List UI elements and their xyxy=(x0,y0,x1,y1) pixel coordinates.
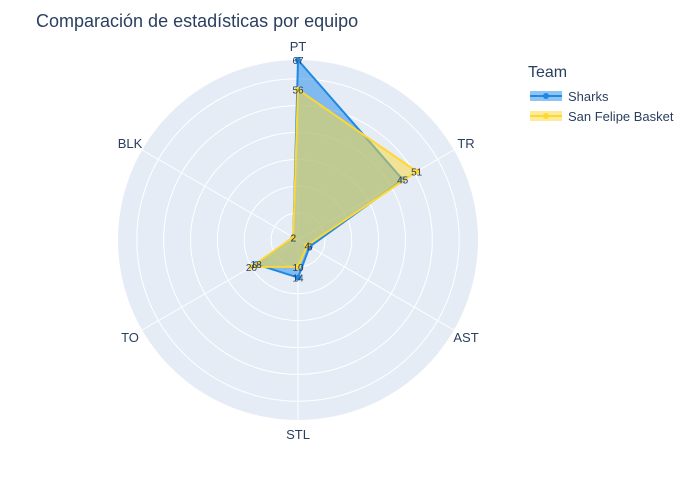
legend: Team Sharks San Felipe Basket xyxy=(528,64,674,126)
data-point-san-felipe-basket[interactable] xyxy=(413,168,420,175)
legend-swatch-sharks-icon xyxy=(530,91,562,101)
axis-label-pt: PT xyxy=(290,39,307,54)
data-label-sharks: 2 xyxy=(291,233,297,244)
data-label-sharks: 5 xyxy=(307,243,313,254)
data-point-san-felipe-basket[interactable] xyxy=(295,263,301,270)
grid-spoke xyxy=(141,149,299,241)
data-point-sharks[interactable] xyxy=(295,274,301,281)
data-point-san-felipe-basket[interactable] xyxy=(290,234,297,241)
legend-title: Team xyxy=(528,64,568,81)
axis-label-tr: TR xyxy=(457,136,474,151)
data-point-san-felipe-basket[interactable] xyxy=(295,86,301,93)
chart-title: Comparación de estadísticas por equipo xyxy=(36,11,359,31)
data-label-san-felipe-basket: 51 xyxy=(411,167,423,178)
legend-label-san-felipe: San Felipe Basket xyxy=(568,108,674,124)
axis-label-blk: BLK xyxy=(118,136,143,151)
data-label-sharks: 14 xyxy=(292,274,304,285)
data-label-san-felipe-basket: 10 xyxy=(292,263,304,274)
legend-item-sharks[interactable]: Sharks xyxy=(528,86,674,106)
legend-item-san-felipe[interactable]: San Felipe Basket xyxy=(528,106,674,126)
axis-label-stl: STL xyxy=(286,427,310,442)
axis-label-ast: AST xyxy=(453,330,478,345)
data-point-san-felipe-basket[interactable] xyxy=(304,242,311,249)
data-label-san-felipe-basket: 20 xyxy=(246,263,258,274)
grid-spoke xyxy=(297,239,455,331)
data-label-sharks: 18 xyxy=(251,260,263,271)
data-label-san-felipe-basket: 2 xyxy=(291,233,297,244)
legend-label-sharks: Sharks xyxy=(568,88,609,104)
data-label-sharks: 45 xyxy=(397,176,409,187)
legend-swatch-san-felipe-icon xyxy=(530,111,562,121)
data-point-san-felipe-basket[interactable] xyxy=(248,263,255,270)
data-point-sharks[interactable] xyxy=(295,57,301,63)
data-label-san-felipe-basket: 4 xyxy=(305,241,311,252)
data-label-san-felipe-basket: 56 xyxy=(292,86,304,97)
axis-label-to: TO xyxy=(121,330,139,345)
data-label-sharks: 67 xyxy=(292,56,304,67)
